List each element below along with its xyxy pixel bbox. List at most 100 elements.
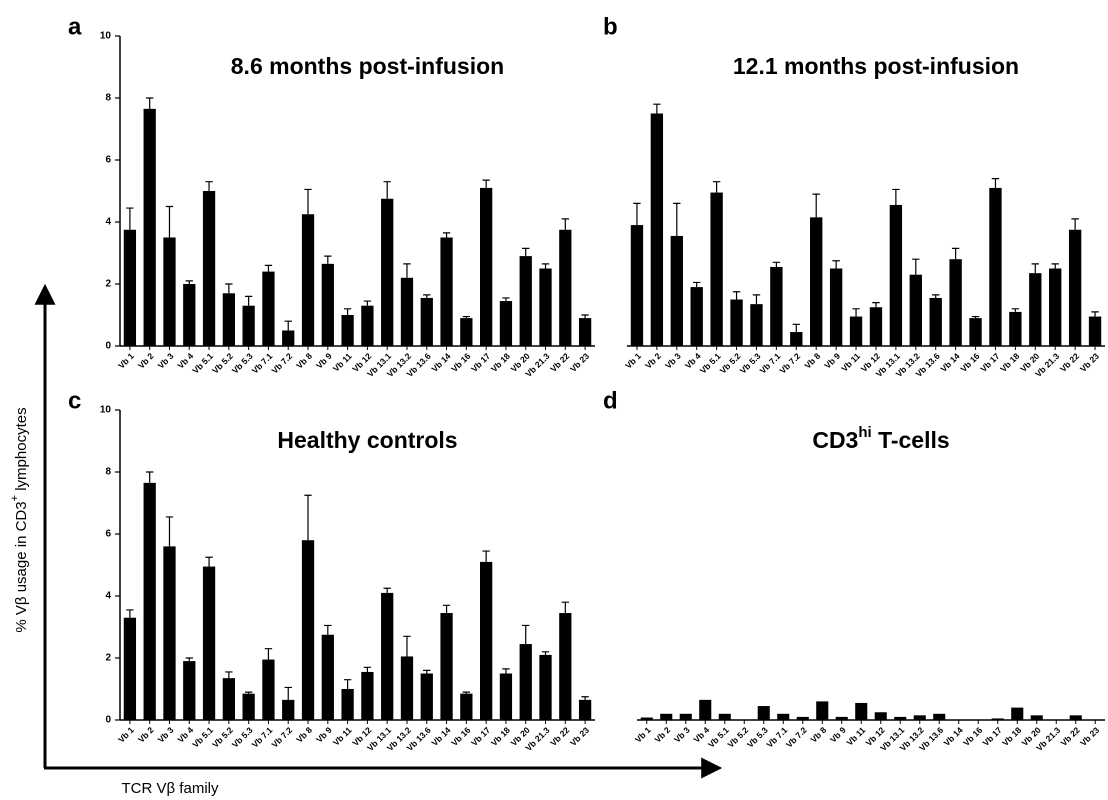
bar [670, 235, 683, 346]
error-bar [541, 651, 550, 655]
bar [1011, 707, 1024, 720]
bar [539, 654, 552, 720]
y-tick-label: 10 [100, 405, 112, 416]
error-bar [185, 657, 193, 662]
error-bar [165, 205, 174, 238]
x-tick-label: Vb 1 [633, 725, 653, 745]
error-bar [1011, 308, 1020, 312]
bar [913, 715, 926, 720]
x-tick-label: Vb 16 [961, 725, 984, 748]
bar [499, 673, 513, 720]
error-bar [244, 295, 253, 306]
error-bar [383, 181, 391, 199]
error-bar [1031, 263, 1039, 274]
bar [123, 617, 137, 720]
bar [790, 332, 803, 346]
x-tick-label: Vb 23 [1078, 351, 1101, 374]
bar [969, 318, 982, 346]
bar [829, 268, 843, 346]
x-axis-label: TCR Vβ family [122, 780, 219, 797]
bar [679, 713, 692, 720]
bar [578, 699, 592, 720]
bar [341, 315, 354, 346]
y-tick-label: 4 [105, 217, 111, 228]
x-tick-label: Vb 7.1 [250, 351, 275, 376]
y-tick-label: 0 [105, 715, 111, 726]
error-bar [284, 320, 292, 331]
bar [480, 561, 493, 720]
bar [361, 305, 374, 346]
y-tick-label: 4 [105, 591, 111, 602]
y-tick-label: 0 [105, 341, 111, 352]
x-tick-label: Vb 2 [136, 725, 156, 745]
error-bar [225, 671, 233, 679]
x-tick-label: Vb 5.3 [738, 351, 763, 376]
error-bar [561, 218, 569, 230]
x-tick-label: Vb 5.2 [210, 725, 235, 750]
y-tick-label: 8 [105, 93, 111, 104]
bar [894, 716, 907, 720]
error-bar [363, 666, 372, 672]
error-bar [712, 181, 721, 193]
bar [460, 693, 473, 720]
bar [202, 566, 216, 720]
bar [242, 305, 255, 346]
title-after: T-cells [872, 427, 950, 453]
bar [559, 613, 572, 720]
bar [341, 689, 354, 720]
y-tick-label: 6 [105, 155, 111, 166]
bar [163, 546, 176, 720]
x-tick-label: Vb 5.2 [210, 351, 235, 376]
bar [730, 299, 743, 346]
chart-title: CD3hi T-cells [812, 424, 949, 453]
error-bar [732, 291, 741, 300]
error-bar [225, 283, 233, 294]
bar [810, 217, 823, 346]
x-tick-label: Vb 14 [942, 725, 965, 748]
y-label-text: % Vβ usage in CD3 [13, 501, 30, 632]
error-bar [1051, 263, 1059, 269]
error-bar [146, 471, 154, 483]
error-bar [264, 264, 273, 272]
bar [855, 702, 868, 720]
error-bar [423, 294, 431, 298]
error-bar [852, 308, 860, 317]
error-bar [653, 103, 661, 114]
error-bar [912, 258, 920, 275]
error-bar [284, 686, 292, 700]
bar [750, 304, 763, 346]
x-tick-label: Vb 23 [1078, 725, 1101, 748]
y-tick-label: 6 [105, 529, 111, 540]
bar [222, 293, 235, 346]
x-tick-label: Vb 7.2 [269, 351, 294, 376]
bar [578, 318, 592, 346]
bar [321, 263, 334, 346]
x-tick-label: Vb 5.1 [190, 725, 215, 750]
error-bar [752, 294, 761, 305]
error-bar [343, 679, 352, 689]
x-tick-label: Vb 3 [672, 725, 692, 745]
bar [1049, 268, 1062, 346]
bar [869, 307, 883, 346]
bar [183, 661, 196, 720]
error-bar [482, 550, 490, 562]
bar [718, 713, 731, 720]
error-bar [383, 587, 391, 593]
x-tick-label: Vb 11 [331, 351, 354, 374]
x-tick-label: Vb 17 [469, 725, 492, 748]
bar [143, 482, 156, 720]
error-bar [462, 315, 471, 319]
error-bar [264, 648, 273, 660]
x-tick-label: Vb 17 [469, 351, 492, 374]
x-tick-label: Vb 23 [568, 725, 591, 748]
x-tick-label: Vb 5.3 [230, 725, 255, 750]
bar [660, 713, 673, 720]
bar [262, 271, 275, 346]
x-tick-label: Vb 3 [156, 725, 176, 745]
bar [163, 237, 176, 346]
x-tick-label: Vb 14 [429, 725, 452, 748]
x-tick-label: Vb 8 [808, 725, 828, 745]
y-tick-label: 2 [105, 279, 111, 290]
x-tick-label: Vb 18 [489, 725, 512, 748]
